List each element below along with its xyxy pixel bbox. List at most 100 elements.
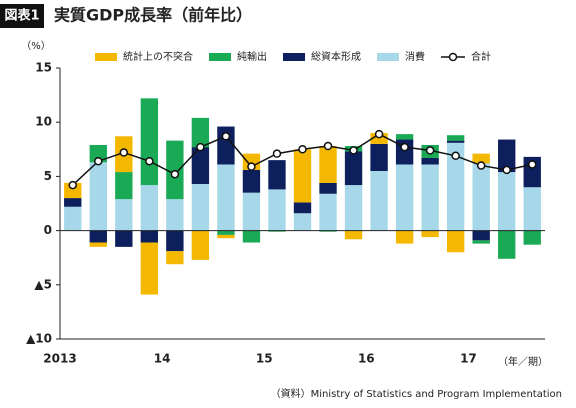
total-dot: [323, 141, 333, 151]
y-tick-label: 5: [44, 169, 52, 183]
bar-segment: [217, 230, 235, 235]
total-dot: [119, 148, 129, 157]
bar-segment: [523, 156, 541, 188]
chart-title: 実質GDP成長率（前年比）: [54, 6, 252, 25]
y-tick-label: 15: [35, 61, 52, 75]
bar-segment: [446, 140, 465, 143]
bar-segment: [166, 140, 184, 200]
bar-segment: [115, 172, 133, 200]
total-dot: [502, 165, 511, 175]
bar-segment: [498, 172, 516, 231]
bar-segment: [268, 160, 286, 190]
total-dot: [272, 149, 282, 158]
bar-segment: [319, 230, 337, 232]
bar-segment: [89, 242, 107, 247]
x-tick-label: 14: [154, 352, 171, 366]
bar-segment: [319, 146, 337, 183]
legend-label: 消費: [405, 50, 425, 63]
bar-segment: [293, 202, 312, 214]
bar-segment: [370, 133, 388, 144]
bar-segment: [191, 147, 210, 184]
total-dot: [170, 169, 180, 179]
bar-segment: [523, 187, 541, 231]
bar-segment: [115, 199, 133, 231]
total-dot: [451, 151, 460, 161]
bar-segment: [89, 162, 107, 231]
total-dot: [221, 132, 231, 141]
bar-segment: [472, 153, 490, 164]
bar-segment: [268, 230, 286, 232]
bar-segment: [395, 230, 414, 244]
bar-segment: [191, 117, 210, 148]
legend-dot: [448, 52, 458, 62]
bar-segment: [217, 234, 235, 239]
bar-segment: [166, 230, 184, 252]
badge: 図表1: [4, 8, 39, 24]
bar-segment: [421, 230, 439, 238]
total-dot: [527, 160, 537, 169]
bar-segment: [140, 242, 159, 295]
bar-segment: [293, 213, 312, 231]
x-tick-label: 2013: [43, 352, 76, 366]
total-dot: [94, 156, 103, 166]
bar-segment: [242, 169, 261, 193]
total-dot: [196, 142, 205, 152]
bar-segment: [191, 230, 210, 260]
bar-segment: [268, 189, 286, 231]
bar-segment: [446, 142, 465, 231]
y-tick-label: 0: [44, 223, 52, 237]
x-tick-label: 17: [460, 352, 477, 366]
bar-segment: [344, 151, 363, 186]
legend-label: 合計: [471, 50, 491, 63]
total-dot: [298, 145, 307, 154]
bar-segment: [217, 126, 235, 165]
y-tick-label: ▲5: [34, 277, 52, 291]
bar-segment: [421, 164, 439, 231]
total-dot: [349, 146, 358, 155]
legend-swatch: [283, 53, 305, 61]
bar-segment: [89, 144, 107, 163]
legend-label: 総資本形成: [311, 50, 361, 63]
bar-segment: [498, 230, 516, 259]
x-tick-label: 16: [358, 352, 375, 366]
bar-segment: [472, 240, 490, 244]
total-dot: [425, 146, 435, 155]
bar-segment: [217, 164, 235, 231]
badge-box: [0, 4, 44, 28]
x-unit: （年／期）: [498, 355, 548, 368]
bar-segment: [140, 98, 159, 186]
bar-segment: [421, 157, 439, 165]
bar-segment: [64, 198, 82, 207]
bar-segment: [395, 134, 414, 140]
bar-segment: [140, 185, 159, 231]
bar-segment: [140, 230, 159, 243]
bar-segment: [472, 163, 490, 231]
bar-segment: [319, 182, 337, 194]
bar-segment: [446, 135, 465, 141]
bar-segment: [523, 230, 541, 245]
bar-segment: [344, 230, 363, 240]
bar-segment: [64, 206, 82, 231]
bar-segment: [166, 251, 184, 265]
bar-segment: [115, 230, 133, 247]
bar-segment: [191, 183, 210, 231]
bar-segment: [89, 230, 107, 243]
bar-segment: [242, 230, 261, 243]
source: （資料）Ministry of Statistics and Program I…: [271, 387, 562, 400]
bar-segment: [64, 182, 82, 199]
legend-label: 純輸出: [237, 50, 267, 63]
bar-segment: [166, 199, 184, 231]
bar-segment: [395, 164, 414, 231]
legend-swatch: [95, 53, 117, 61]
bar-segment: [293, 149, 312, 203]
total-dot: [400, 142, 409, 152]
bar-segment: [370, 143, 388, 171]
total-dot: [68, 180, 78, 190]
y-unit: （%）: [21, 40, 51, 52]
total-dot: [374, 129, 384, 139]
bar-segment: [395, 139, 414, 165]
bar-segment: [242, 153, 261, 170]
bar-segment: [472, 230, 490, 241]
y-tick-label: ▲10: [26, 332, 52, 346]
